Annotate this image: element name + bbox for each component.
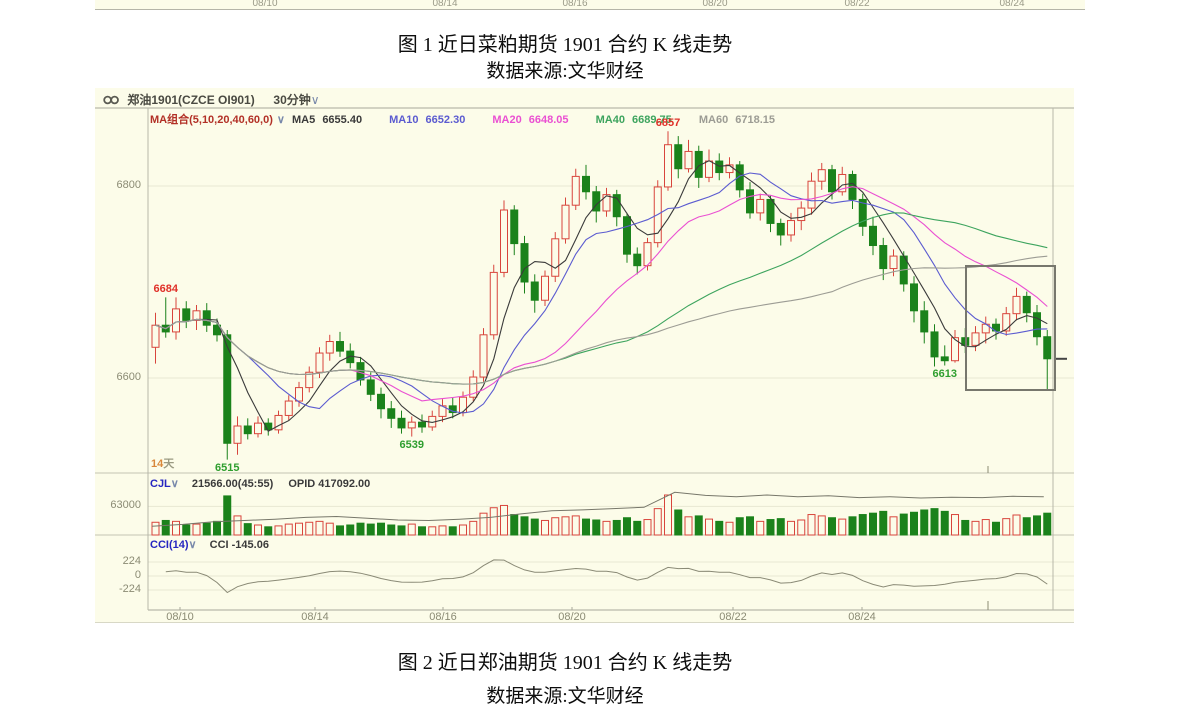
cci-indicator-header: CCI(14)∨ CCI -145.06 bbox=[150, 538, 269, 551]
chevron-down-icon[interactable]: ∨ bbox=[188, 539, 197, 551]
cci-value: CCI -145.06 bbox=[209, 539, 269, 551]
ma20-value: MA20 6648.05 bbox=[492, 114, 569, 126]
cci-selector[interactable]: CCI(14) bbox=[150, 539, 189, 551]
price-annotation: 6613 bbox=[932, 367, 957, 380]
figure1-source: 数据来源:文华财经 bbox=[486, 61, 644, 82]
date-axis-label: 08/14 bbox=[301, 611, 329, 623]
top-strip-date-label: 08/16 bbox=[562, 0, 588, 9]
date-axis-label: 08/22 bbox=[719, 611, 747, 623]
ma40-value: MA40 6689.75 bbox=[595, 114, 672, 126]
cjl-selector[interactable]: CJL bbox=[150, 478, 171, 490]
zoom-selection-box[interactable] bbox=[965, 265, 1056, 391]
chart-title-row: 郑油1901(CZCE OI901) 30分钟∨ bbox=[101, 91, 330, 108]
date-axis-label: 08/10 bbox=[166, 611, 194, 623]
figure2-caption: 图 2 近日郑油期货 1901 合约 K 线走势 bbox=[397, 652, 733, 674]
price-annotation: 6539 bbox=[399, 438, 424, 451]
date-axis-label: 08/16 bbox=[429, 611, 457, 623]
figure2-source: 数据来源:文华财经 bbox=[486, 686, 644, 707]
price-axis-label: 6600 bbox=[116, 371, 141, 383]
volume-axis-label: 63000 bbox=[110, 499, 141, 512]
chevron-down-icon[interactable]: ∨ bbox=[310, 93, 320, 107]
price-axis-label: 6800 bbox=[116, 179, 141, 191]
date-axis-label: 08/24 bbox=[848, 611, 876, 623]
date-axis-label: 08/20 bbox=[558, 611, 586, 623]
cci-axis-label: 0 bbox=[134, 569, 141, 581]
top-strip-date-label: 08/14 bbox=[432, 0, 458, 9]
chart-canvas[interactable] bbox=[95, 88, 1074, 622]
ma60-value: MA60 6718.15 bbox=[698, 114, 776, 126]
cjl-value: 21566.00(45:55) bbox=[191, 478, 274, 490]
figure1-chart-bottom-strip: 08/10 08/14 08/16 08/20 08/22 08/24 bbox=[95, 0, 1085, 10]
top-strip-date-label: 08/24 bbox=[999, 0, 1025, 9]
ma5-value: MA5 6655.40 bbox=[292, 114, 363, 126]
top-strip-date-label: 08/22 bbox=[844, 0, 870, 9]
opid-value: OPID 417092.00 bbox=[288, 478, 371, 490]
visible-range-label: 14天 bbox=[151, 458, 175, 470]
period-selector[interactable]: 30分钟 bbox=[273, 93, 311, 107]
price-annotation: 6515 bbox=[215, 461, 240, 474]
ma-group-selector[interactable]: MA组合(5,10,20,40,60,0) bbox=[150, 114, 273, 126]
cci-axis-label: -224 bbox=[118, 583, 141, 595]
kline-chart[interactable]: 郑油1901(CZCE OI901) 30分钟∨ MA组合(5,10,20,40… bbox=[95, 88, 1074, 623]
contract-title: 郑油1901(CZCE OI901) bbox=[127, 93, 255, 107]
price-annotation: 6684 bbox=[153, 283, 178, 296]
contract-link-icon bbox=[103, 94, 120, 108]
figure1-caption: 图 1 近日菜粕期货 1901 合约 K 线走势 bbox=[397, 34, 733, 56]
volume-indicator-header: CJL∨ 21566.00(45:55) OPID 417092.00 bbox=[150, 477, 370, 490]
top-strip-date-label: 08/20 bbox=[702, 0, 728, 9]
price-annotation: 6857 bbox=[655, 117, 681, 130]
top-strip-date-label: 08/10 bbox=[252, 0, 278, 9]
ma-legend: MA组合(5,10,20,40,60,0) ∨ MA5 6655.40 MA10 … bbox=[150, 111, 783, 127]
chevron-down-icon[interactable]: ∨ bbox=[170, 478, 179, 490]
chevron-down-icon[interactable]: ∨ bbox=[276, 114, 285, 126]
cci-axis-label: 224 bbox=[122, 555, 141, 567]
ma10-value: MA10 6652.30 bbox=[389, 114, 466, 126]
